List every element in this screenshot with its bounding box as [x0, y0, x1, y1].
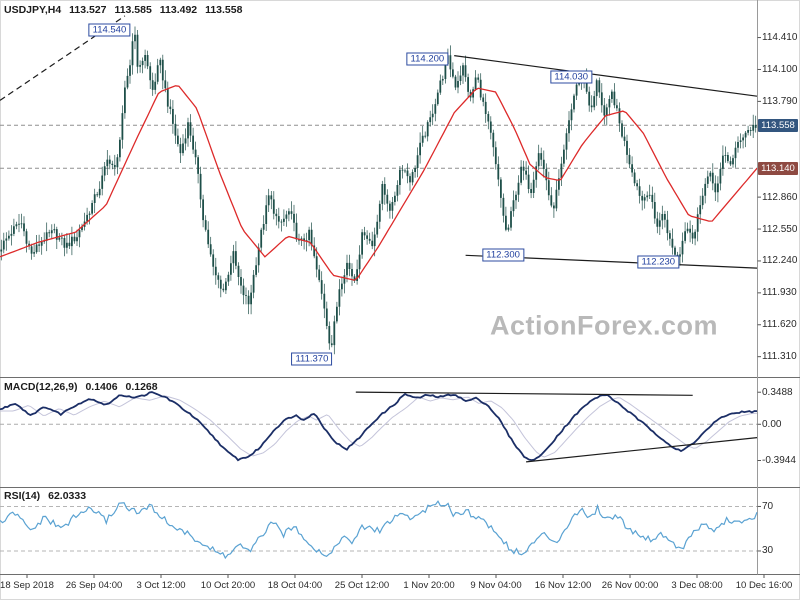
macd-signal-line[interactable] — [0, 395, 758, 458]
watermark: ActionForex.com — [489, 310, 719, 341]
support-trendline[interactable] — [465, 254, 758, 269]
candle-wicks[interactable] — [0, 26, 757, 355]
resistance-trendline[interactable] — [454, 55, 758, 97]
rsi-line[interactable] — [0, 500, 758, 560]
macd-upper-trendline[interactable] — [355, 391, 693, 396]
macd-line[interactable] — [0, 391, 758, 462]
moving-average-line[interactable] — [0, 85, 758, 281]
rising-trendline[interactable] — [0, 15, 126, 101]
macd-lower-trendline[interactable] — [526, 437, 758, 463]
